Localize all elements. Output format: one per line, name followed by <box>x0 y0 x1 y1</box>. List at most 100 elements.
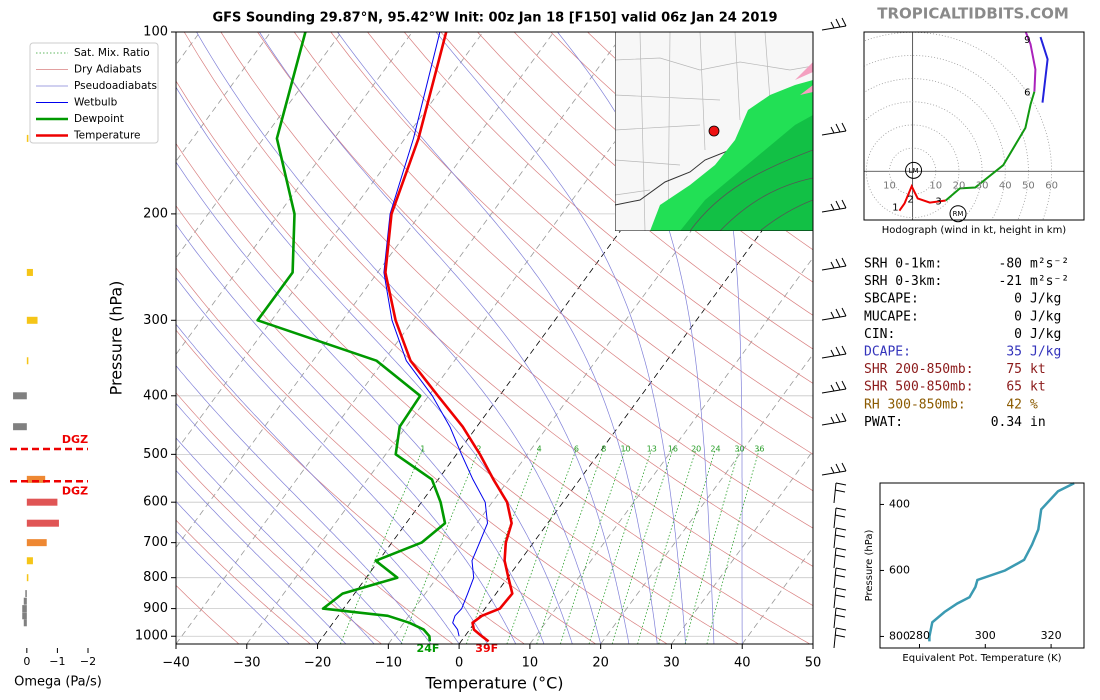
omega-bar <box>26 519 59 527</box>
hodo-ring-label: 10 <box>929 180 942 191</box>
legend-label: Sat. Mix. Ratio <box>74 47 150 59</box>
param-label: SBCAPE: <box>864 292 919 307</box>
x-tick-label: −30 <box>233 656 260 671</box>
param-value: 0 <box>1014 327 1022 342</box>
omega-bar <box>25 590 27 598</box>
wind-barb <box>821 199 847 213</box>
dry-adiabat <box>176 205 668 644</box>
height-label: 1 <box>892 203 898 214</box>
x-tick-label: 0 <box>23 655 30 668</box>
wind-barb <box>821 345 847 359</box>
thetae-line <box>928 482 1075 642</box>
pseudoadiabat <box>176 500 318 644</box>
isotherm <box>176 32 555 549</box>
wind-barb <box>833 507 847 529</box>
chart-title: GFS Sounding 29.87°N, 95.42°W Init: 00z … <box>212 11 777 26</box>
pseudoadiabat <box>176 469 347 644</box>
x-tick-label: 280 <box>909 629 930 642</box>
map-contours <box>689 149 813 231</box>
x-tick-label: 30 <box>663 656 680 671</box>
storm-motion-label: RM <box>953 210 964 218</box>
param-value: 42 <box>1006 397 1022 412</box>
map-precip-heavy <box>680 115 813 231</box>
isotherm <box>176 32 342 259</box>
mixing-ratio-line <box>706 448 760 644</box>
hodo-ring-label: 50 <box>1022 180 1035 191</box>
wind-barb <box>833 547 847 569</box>
param-label: PWAT: <box>864 415 903 430</box>
pseudoadiabat <box>176 365 432 644</box>
pseudoadiabat <box>259 32 630 644</box>
param-label: MUCAPE: <box>864 309 919 324</box>
wind-barbs <box>821 17 847 649</box>
hodo-ring-label: 60 <box>1045 180 1058 191</box>
param-label: DCAPE: <box>864 345 911 360</box>
height-label: 6 <box>1024 88 1030 99</box>
param-value: 65 <box>1006 380 1022 395</box>
dry-adiabat <box>330 32 813 455</box>
storm-motion <box>905 161 923 179</box>
y-tick-label: 500 <box>143 447 168 462</box>
omega-bar <box>26 475 46 483</box>
dry-adiabat <box>176 392 454 644</box>
y-tick-label: 800 <box>889 629 910 642</box>
hodograph-plot <box>864 32 1084 220</box>
param-unit: J/kg <box>1030 345 1061 360</box>
y-tick-label: 400 <box>143 388 168 403</box>
hodo-ring <box>864 55 1029 220</box>
param-value: 0 <box>1014 292 1022 307</box>
x-tick-label: 10 <box>522 656 539 671</box>
pseudoadiabat <box>176 277 488 644</box>
omega-bar <box>26 498 58 506</box>
profile-line <box>384 32 514 643</box>
pseudoadiabat <box>682 32 743 644</box>
param-unit: J/kg <box>1030 292 1061 307</box>
wind-barb <box>833 527 847 549</box>
y-tick-label: 800 <box>143 570 168 585</box>
param-value: 0 <box>1014 309 1022 324</box>
mixing-ratio-line <box>588 448 653 644</box>
dry-adiabat <box>176 519 311 644</box>
pseudoadiabat <box>176 530 290 644</box>
param-unit: kt <box>1030 380 1046 395</box>
pseudoadiabat <box>176 223 517 644</box>
wind-barb <box>821 122 847 136</box>
param-label: CIN: <box>864 327 895 342</box>
hodo-ring <box>864 78 1006 220</box>
x-tick-label: 0 <box>455 656 463 671</box>
mixing-ratio-line <box>637 448 697 644</box>
hodo-trace <box>945 91 1036 202</box>
pseudoadiabat <box>435 32 686 644</box>
wind-barb <box>821 462 847 476</box>
x-tick-label: 40 <box>734 656 751 671</box>
isotherm <box>176 32 625 644</box>
omega-bar <box>26 539 47 547</box>
param-unit: m²s⁻² <box>1030 274 1069 289</box>
param-value: 35 <box>1006 345 1022 360</box>
wind-barb <box>821 412 847 426</box>
param-unit: kt <box>1030 362 1046 377</box>
param-unit: in <box>1030 415 1046 430</box>
param-value: -21 <box>999 274 1022 289</box>
mixing-ratio-line <box>560 448 626 644</box>
dgz-label: DGZ <box>62 484 88 497</box>
omega-bar <box>23 619 27 627</box>
omega-bar <box>26 316 38 324</box>
mixing-ratio-label: 24 <box>710 445 720 454</box>
map-borders <box>615 32 813 231</box>
wind-barb <box>833 627 847 649</box>
mixing-ratio-label: 2 <box>476 445 481 454</box>
isotherm <box>176 32 413 355</box>
omega-bar <box>26 574 29 582</box>
pseudoadiabat <box>196 32 602 644</box>
y-tick-label: 300 <box>143 313 168 328</box>
omega-bar <box>22 605 27 613</box>
y-tick-label: 100 <box>143 25 168 40</box>
dry-adiabat <box>183 32 813 607</box>
x-tick-label: −40 <box>162 656 189 671</box>
thetae-frame <box>879 482 1085 649</box>
omega-bar <box>26 134 29 142</box>
storm-motion <box>949 205 967 223</box>
